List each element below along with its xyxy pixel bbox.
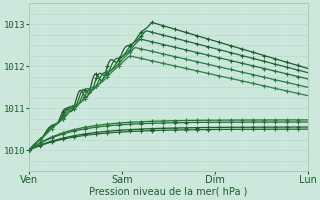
X-axis label: Pression niveau de la mer( hPa ): Pression niveau de la mer( hPa ) (89, 187, 248, 197)
